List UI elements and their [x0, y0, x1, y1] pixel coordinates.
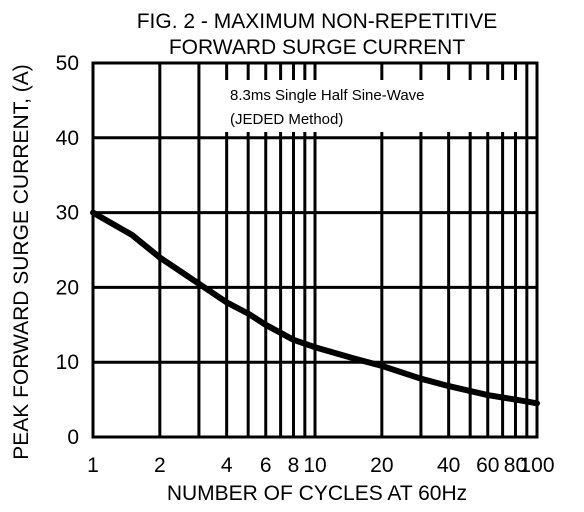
surge-current-curve	[90, 209, 540, 407]
x-tick-label-9: 80	[504, 454, 527, 477]
y-tick-label-3: 30	[56, 202, 79, 225]
x-tick-label-6: 20	[370, 454, 393, 477]
x-axis-label: NUMBER OF CYCLES AT 60Hz	[167, 482, 467, 505]
y-tick-label-0: 0	[67, 426, 79, 449]
x-tick-label-5: 10	[303, 454, 326, 477]
x-tick-label-0: 1	[87, 454, 99, 477]
annotation-line-1: 8.3ms Single Half Sine-Wave	[230, 87, 425, 104]
plot-frame	[91, 61, 539, 439]
y-tick-label-5: 50	[56, 52, 79, 75]
chart-title-line-2: FORWARD SURGE CURRENT	[169, 36, 466, 59]
y-tick-label-2: 20	[56, 276, 79, 299]
x-tick-label-4: 8	[288, 454, 300, 477]
x-tick-label-10: 100	[519, 454, 554, 477]
annotation-line-2: (JEDED Method)	[230, 111, 343, 128]
chart-title-line-1: FIG. 2 - MAXIMUM NON-REPETITIVE	[137, 10, 498, 33]
annotation-box	[224, 80, 520, 132]
x-tick-label-1: 2	[154, 454, 166, 477]
y-tick-label-4: 40	[56, 127, 79, 150]
x-tick-label-3: 6	[260, 454, 272, 477]
x-tick-label-8: 60	[476, 454, 499, 477]
y-axis-tick-labels: 0 10 20 30 40 50	[56, 52, 79, 449]
y-tick-label-1: 10	[56, 351, 79, 374]
x-tick-label-2: 4	[221, 454, 233, 477]
y-axis-label: PEAK FORWARD SURGE CURRENT, (A)	[10, 64, 33, 460]
x-tick-label-7: 40	[437, 454, 460, 477]
